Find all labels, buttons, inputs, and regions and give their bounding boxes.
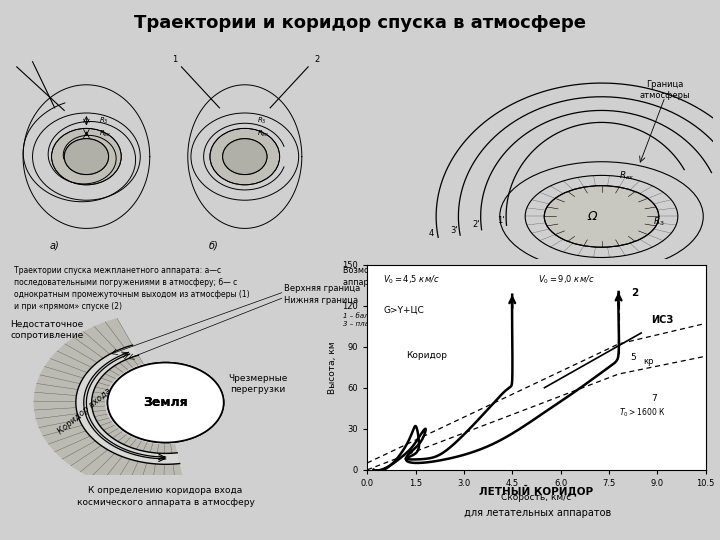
Circle shape (222, 139, 267, 174)
Text: Траектории и коридор спуска в атмосфере: Траектории и коридор спуска в атмосфере (134, 14, 586, 32)
Text: Недостаточное
сопротивление: Недостаточное сопротивление (10, 320, 84, 340)
Y-axis label: Высота, км: Высота, км (328, 341, 337, 394)
Text: Возможные траектории спуска ор¬битальных­космических
аппаратов в атмо­сфере Земл: Возможные траектории спуска ор¬битальных… (343, 266, 600, 287)
Text: $R_{вх}$: $R_{вх}$ (619, 170, 635, 183)
Text: Траектории спуска межпланетного аппарата: а—с
последовательными погружениями в а: Траектории спуска межпланетного аппарата… (14, 266, 249, 311)
Text: $R_3$: $R_3$ (99, 116, 109, 126)
Text: 2: 2 (631, 288, 639, 298)
Text: 5: 5 (630, 353, 636, 362)
Text: а): а) (50, 241, 60, 251)
Text: Нижняя граница: Нижняя граница (284, 296, 359, 305)
Text: 4: 4 (428, 228, 434, 238)
Text: б): б) (208, 241, 218, 251)
Text: Чрезмерные
перегрузки: Чрезмерные перегрузки (228, 374, 288, 394)
Text: 3': 3' (451, 226, 458, 234)
Text: 1 – баллистический спуск; 2 – скользящий спуск;
3 – планирующий спуск; 4 – спуск: 1 – баллистический спуск; 2 – скользящий… (343, 312, 534, 327)
Text: 7: 7 (651, 394, 657, 403)
X-axis label: Скорость, км/с: Скорость, км/с (501, 494, 572, 502)
Text: 2': 2' (472, 220, 480, 229)
Circle shape (107, 362, 224, 442)
Text: 1: 1 (172, 55, 177, 64)
Text: G>Y+ЦС: G>Y+ЦС (383, 306, 424, 314)
Text: $R_{вх}$: $R_{вх}$ (99, 129, 112, 139)
Text: Коридор: Коридор (406, 350, 447, 360)
Text: Земля: Земля (143, 396, 188, 409)
Text: Ω: Ω (588, 210, 597, 223)
Text: $V_0 = 9{,}0$ км/с: $V_0 = 9{,}0$ км/с (538, 273, 595, 286)
Polygon shape (76, 345, 180, 464)
Text: кр: кр (643, 357, 653, 367)
Text: 2: 2 (315, 55, 320, 64)
Circle shape (64, 139, 109, 174)
Text: $R_3$: $R_3$ (653, 216, 665, 228)
Text: Граница
атмосферы: Граница атмосферы (640, 79, 690, 100)
Text: 1': 1' (497, 216, 505, 225)
Text: Верхняя граница: Верхняя граница (284, 284, 361, 293)
Text: К определению коридора входа
космического аппарата в атмосферу: К определению коридора входа космическог… (76, 486, 255, 507)
Polygon shape (34, 318, 186, 494)
Text: $R_3$: $R_3$ (258, 116, 267, 126)
Polygon shape (91, 355, 177, 454)
Text: $V_0 = 4{,}5$ км/с: $V_0 = 4{,}5$ км/с (383, 273, 440, 286)
Text: $T_0 > 1600$ К: $T_0 > 1600$ К (618, 406, 665, 418)
Text: $R_{вх}$: $R_{вх}$ (258, 129, 270, 139)
Circle shape (107, 362, 224, 442)
Text: ИСЗ: ИСЗ (651, 315, 673, 326)
Text: Земля: Земля (143, 396, 188, 409)
Circle shape (544, 186, 659, 247)
Text: ЛЕТНЫЙ КОРИДОР: ЛЕТНЫЙ КОРИДОР (480, 484, 593, 496)
Text: Коридор входа: Коридор входа (56, 387, 113, 436)
Text: для летательных аппаратов: для летательных аппаратов (462, 508, 611, 518)
